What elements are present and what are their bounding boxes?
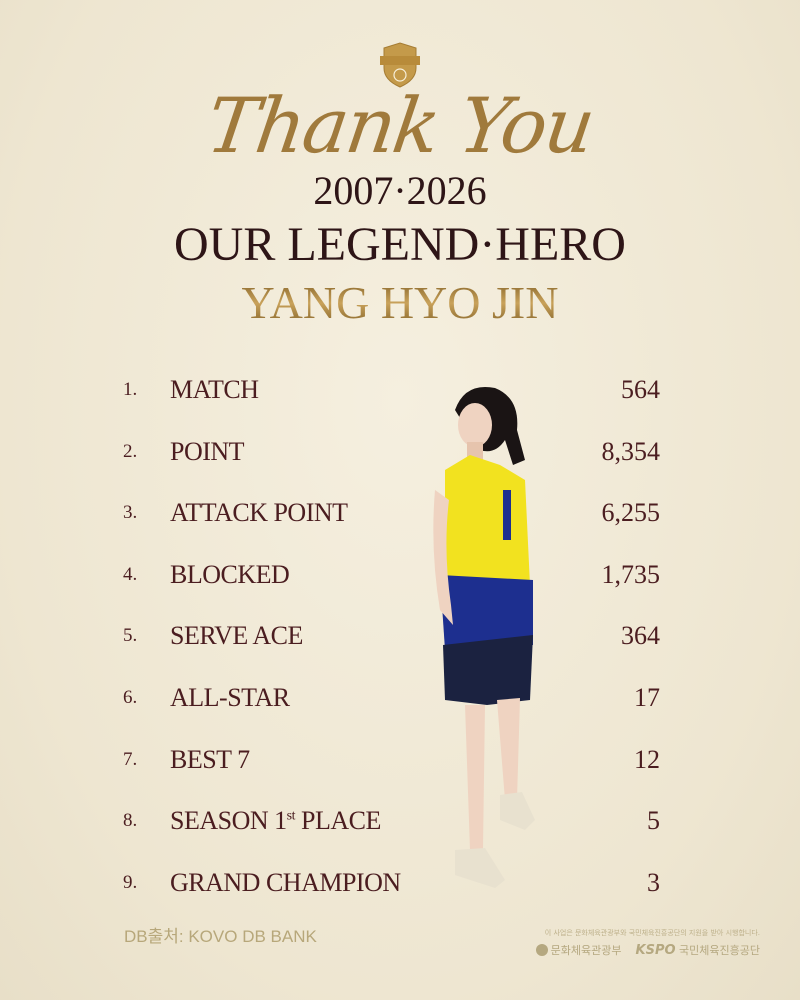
mcst-emblem-icon [535, 944, 548, 956]
stat-label: ALL-STAR [170, 683, 290, 712]
stat-row: 4. BLOCKED 1,735 [123, 558, 660, 592]
data-source: DB출처: KOVO DB BANK [124, 927, 317, 946]
stat-row: 6. ALL-STAR 17 [123, 681, 660, 715]
stat-value: 1,735 [601, 559, 661, 589]
player-photo [433, 386, 535, 888]
stat-row: 2. POINT 8,354 [123, 435, 660, 469]
kspo-name: 국민체육진흥공단 [679, 944, 760, 957]
mcst-name: 문화체육관광부 [550, 944, 622, 957]
stat-label: POINT [170, 436, 245, 466]
stat-value: 564 [621, 375, 660, 404]
stat-value: 6,255 [601, 498, 661, 528]
sponsor-logos: 문화체육관광부 KSPO 국민체육진흥공단 [535, 943, 760, 959]
player-name: YANG HYO JIN [0, 277, 800, 329]
thank-you-title: Thank You [201, 81, 599, 170]
stat-value: 12 [634, 744, 660, 774]
legend-title: OUR LEGEND·HERO [174, 218, 626, 271]
stat-label: BLOCKED [170, 559, 290, 589]
sponsor-notice: 이 사업은 문화체육관광부와 국민체육진흥공단의 지원을 받아 시행합니다. [544, 929, 760, 937]
kspo-mark: KSPO [635, 943, 676, 958]
stat-label: SEASON 1st PLACE [170, 806, 381, 836]
stat-label: MATCH [170, 375, 259, 404]
mcst-logo: 문화체육관광부 [535, 943, 622, 959]
stat-row: 9. GRAND CHAMPION 3 [123, 866, 660, 900]
stat-value: 5 [647, 806, 660, 836]
stat-value: 364 [621, 621, 660, 651]
stat-number: 7. [123, 748, 138, 770]
stat-number: 5. [123, 625, 138, 647]
stat-number: 9. [123, 871, 138, 893]
stat-number: 6. [123, 687, 138, 708]
stat-number: 4. [123, 563, 138, 585]
stat-number: 3. [123, 502, 138, 524]
stat-number: 2. [123, 440, 138, 462]
years: 2007·2026 [313, 168, 487, 213]
stat-row: 1. MATCH 564 [123, 373, 660, 407]
stat-row: 3. ATTACK POINT 6,255 [123, 496, 660, 530]
stat-label: SERVE ACE [170, 621, 303, 651]
stat-number: 8. [123, 810, 138, 832]
stat-label: GRAND CHAMPION [170, 867, 401, 897]
stat-row: 7. BEST 7 12 [123, 743, 660, 777]
stat-label: ATTACK POINT [170, 498, 348, 528]
stat-row: 5. SERVE ACE 364 [123, 619, 660, 653]
stat-number: 1. [123, 379, 138, 400]
kspo-logo: KSPO 국민체육진흥공단 [636, 943, 760, 959]
stat-value: 17 [634, 683, 660, 712]
stat-value: 8,354 [601, 436, 661, 466]
stat-value: 3 [647, 867, 660, 897]
hillstate-logo [380, 42, 420, 88]
stat-label: BEST 7 [170, 744, 250, 774]
stat-row: 8. SEASON 1st PLACE 5 [123, 804, 660, 838]
